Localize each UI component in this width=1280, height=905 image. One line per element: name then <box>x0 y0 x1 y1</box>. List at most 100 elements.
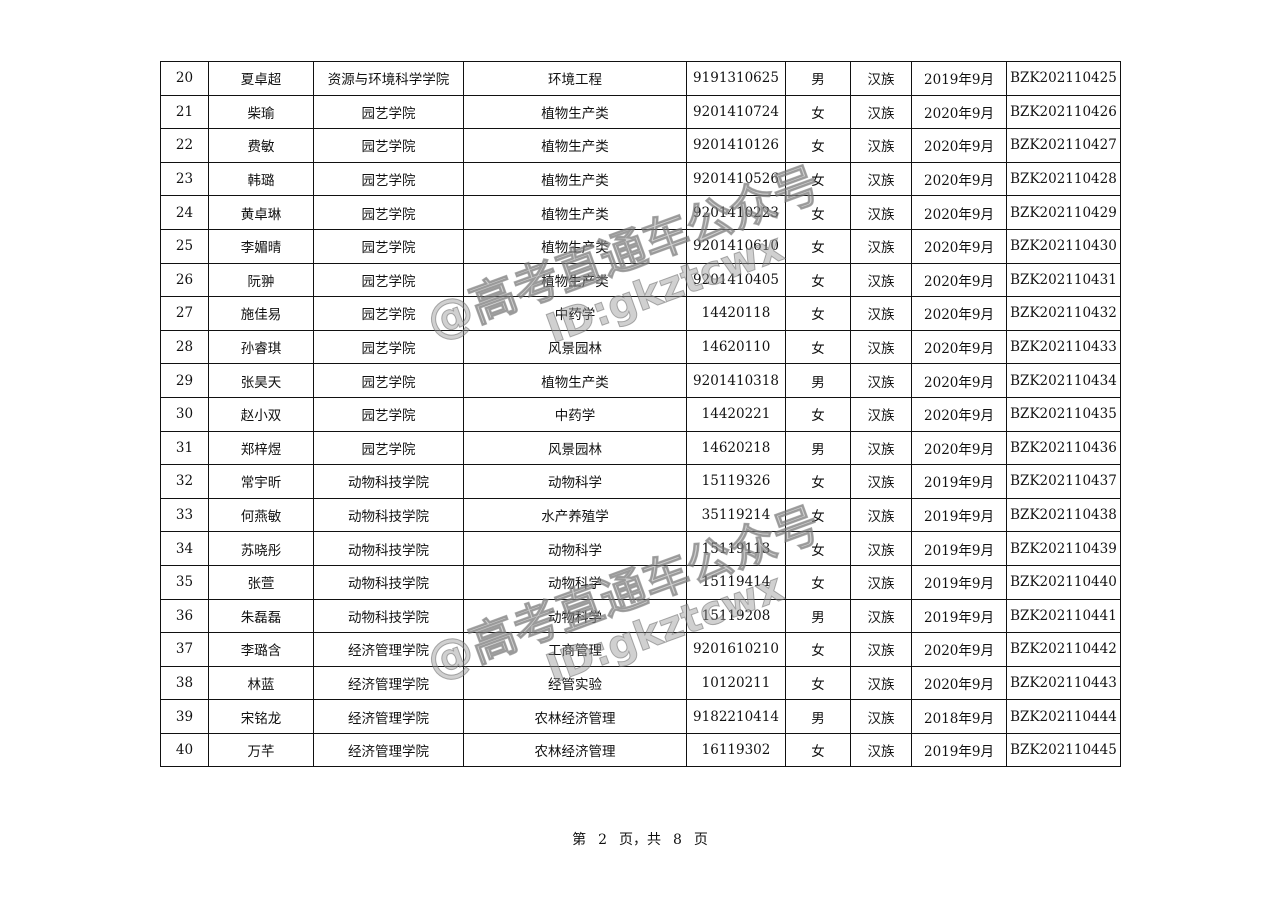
table-row: 32 常宇昕 动物科技学院 动物科学 15119326 女汉族 2019年9月 BZK2021… <box>160 464 1121 499</box>
cell-gender: 女 <box>785 665 851 701</box>
cell-major: 中药学 <box>463 396 687 432</box>
cell-major: 中药学 <box>463 296 687 331</box>
cell-enrollment: 2019年9月 <box>911 497 1007 533</box>
cell-student-id: 9191310625 <box>686 61 786 96</box>
cell-index: 35 <box>160 564 209 600</box>
cell-student-id: 14620110 <box>686 329 786 365</box>
cell-gender: 女 <box>785 464 851 499</box>
cell-college: 园艺学院 <box>313 296 464 331</box>
cell-major: 植物生产类 <box>463 161 687 197</box>
cell-enrollment: 2020年9月 <box>911 665 1007 701</box>
cell-name: 费敏 <box>208 128 314 163</box>
cell-certificate-no: BZK202110433 <box>1006 329 1121 365</box>
cell-gender: 女 <box>785 329 851 365</box>
cell-gender: 女 <box>785 396 851 432</box>
cell-name: 赵小双 <box>208 396 314 432</box>
table-row: 27 施佳易 园艺学院 中药学 14420118 女汉族 2020年9月 BZK2021104… <box>160 296 1121 331</box>
cell-student-id: 9201410126 <box>686 128 786 163</box>
cell-college: 经济管理学院 <box>313 665 464 701</box>
cell-certificate-no: BZK202110443 <box>1006 665 1121 701</box>
cell-name: 阮翀 <box>208 262 314 298</box>
cell-enrollment: 2019年9月 <box>911 464 1007 499</box>
cell-college: 动物科技学院 <box>313 564 464 600</box>
cell-index: 21 <box>160 94 209 130</box>
cell-enrollment: 2020年9月 <box>911 329 1007 365</box>
cell-index: 34 <box>160 531 209 566</box>
cell-college: 园艺学院 <box>313 195 464 230</box>
cell-college: 动物科技学院 <box>313 598 464 634</box>
cell-enrollment: 2019年9月 <box>911 531 1007 566</box>
cell-student-id: 9182210414 <box>686 699 786 734</box>
cell-major: 植物生产类 <box>463 94 687 130</box>
cell-index: 40 <box>160 732 209 768</box>
cell-enrollment: 2019年9月 <box>911 564 1007 600</box>
cell-name: 万芊 <box>208 732 314 768</box>
cell-student-id: 15119208 <box>686 598 786 634</box>
cell-ethnicity: 汉族 <box>850 497 912 533</box>
cell-ethnicity: 汉族 <box>850 464 912 499</box>
cell-major: 植物生产类 <box>463 128 687 163</box>
cell-index: 20 <box>160 61 209 96</box>
cell-name: 孙睿琪 <box>208 329 314 365</box>
cell-major: 经管实验 <box>463 665 687 701</box>
cell-certificate-no: BZK202110426 <box>1006 94 1121 130</box>
cell-name: 黄卓琳 <box>208 195 314 230</box>
cell-student-id: 15119113 <box>686 531 786 566</box>
table-row: 23 韩璐 园艺学院 植物生产类 9201410526 女汉族 2020年9月 BZK2021… <box>160 161 1121 197</box>
cell-gender: 女 <box>785 262 851 298</box>
cell-certificate-no: BZK202110439 <box>1006 531 1121 566</box>
cell-index: 38 <box>160 665 209 701</box>
cell-certificate-no: BZK202110425 <box>1006 61 1121 96</box>
table-row: 28 孙睿琪 园艺学院 风景园林 14620110 女汉族 2020年9月 BZK202110… <box>160 329 1121 365</box>
cell-index: 22 <box>160 128 209 163</box>
cell-major: 动物科学 <box>463 564 687 600</box>
student-table: 20 夏卓超 资源与环境科学学院 环境工程 9191310625 男汉族 2019年9月 BZ… <box>160 61 1121 768</box>
cell-enrollment: 2020年9月 <box>911 228 1007 264</box>
cell-index: 31 <box>160 430 209 466</box>
table-row: 35 张萱 动物科技学院 动物科学 15119414 女汉族 2019年9月 BZK20211… <box>160 564 1121 600</box>
cell-certificate-no: BZK202110441 <box>1006 598 1121 634</box>
cell-gender: 女 <box>785 228 851 264</box>
cell-major: 植物生产类 <box>463 363 687 398</box>
cell-name: 施佳易 <box>208 296 314 331</box>
cell-student-id: 9201410526 <box>686 161 786 197</box>
table-row: 22 费敏 园艺学院 植物生产类 9201410126 女汉族 2020年9月 BZK2021… <box>160 128 1121 163</box>
cell-enrollment: 2020年9月 <box>911 363 1007 398</box>
cell-enrollment: 2020年9月 <box>911 262 1007 298</box>
cell-college: 经济管理学院 <box>313 632 464 667</box>
cell-gender: 男 <box>785 598 851 634</box>
cell-enrollment: 2018年9月 <box>911 699 1007 734</box>
cell-enrollment: 2020年9月 <box>911 161 1007 197</box>
cell-index: 39 <box>160 699 209 734</box>
cell-index: 30 <box>160 396 209 432</box>
table-row: 24 黄卓琳 园艺学院 植物生产类 9201410223 女汉族 2020年9月 BZK202… <box>160 195 1121 230</box>
cell-college: 动物科技学院 <box>313 531 464 566</box>
cell-enrollment: 2020年9月 <box>911 128 1007 163</box>
cell-student-id: 15119414 <box>686 564 786 600</box>
cell-college: 园艺学院 <box>313 228 464 264</box>
cell-index: 28 <box>160 329 209 365</box>
cell-name: 何燕敏 <box>208 497 314 533</box>
cell-certificate-no: BZK202110432 <box>1006 296 1121 331</box>
cell-certificate-no: BZK202110431 <box>1006 262 1121 298</box>
cell-major: 动物科学 <box>463 464 687 499</box>
cell-enrollment: 2019年9月 <box>911 732 1007 768</box>
table-row: 40 万芊 经济管理学院 农林经济管理 16119302 女汉族 2019年9月 BZK202… <box>160 732 1121 768</box>
cell-major: 动物科学 <box>463 598 687 634</box>
cell-enrollment: 2020年9月 <box>911 430 1007 466</box>
cell-enrollment: 2020年9月 <box>911 296 1007 331</box>
cell-student-id: 9201410318 <box>686 363 786 398</box>
cell-major: 植物生产类 <box>463 195 687 230</box>
cell-gender: 男 <box>785 61 851 96</box>
cell-index: 23 <box>160 161 209 197</box>
cell-certificate-no: BZK202110429 <box>1006 195 1121 230</box>
cell-index: 29 <box>160 363 209 398</box>
total-pages: 8 <box>673 832 682 848</box>
cell-major: 风景园林 <box>463 430 687 466</box>
table-row: 20 夏卓超 资源与环境科学学院 环境工程 9191310625 男汉族 2019年9月 BZ… <box>160 61 1121 96</box>
cell-student-id: 14620218 <box>686 430 786 466</box>
cell-certificate-no: BZK202110440 <box>1006 564 1121 600</box>
table-row: 25 李媚晴 园艺学院 植物生产类 9201410610 女汉族 2020年9月 BZK202… <box>160 228 1121 264</box>
cell-certificate-no: BZK202110430 <box>1006 228 1121 264</box>
cell-ethnicity: 汉族 <box>850 665 912 701</box>
